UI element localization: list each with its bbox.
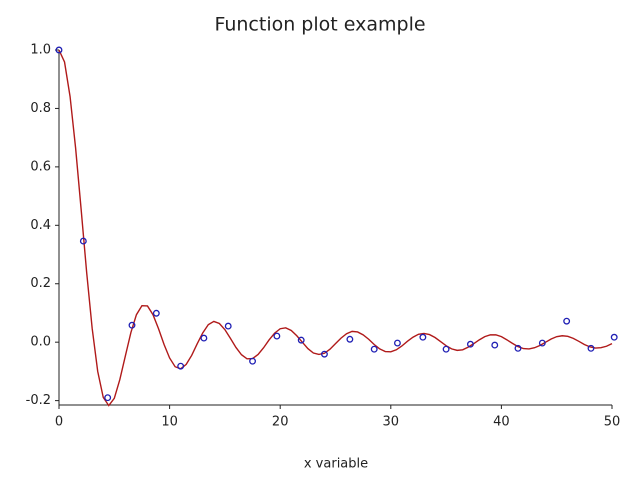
x-tick-label: 50 [604,415,621,430]
y-tick-label: 0.0 [30,335,51,350]
sample-point [563,317,571,325]
sample-point [610,333,618,341]
x-tick-label: 40 [493,415,510,430]
y-tick-label: 0.6 [30,159,51,174]
chart-title: Function plot example [214,14,425,36]
function-line [58,49,613,407]
sample-point [79,237,87,245]
sample-point [442,345,450,353]
sample-point [514,344,522,352]
x-tick-label: 10 [161,415,178,430]
x-tick-label: 0 [55,415,63,430]
sample-point [587,344,595,352]
sample-point [152,309,160,317]
sample-point [538,339,546,347]
sample-point [297,336,305,344]
sample-point [177,362,185,370]
x-tick-label: 20 [272,415,289,430]
y-tick-label: 0.8 [30,101,51,116]
y-tick-label: 1.0 [30,43,51,58]
sample-point [128,321,136,329]
x-axis-label: x variable [304,457,368,472]
sample-point [224,322,232,330]
y-tick-label: 0.4 [30,218,51,233]
sample-point [346,335,354,343]
sample-point [466,340,474,348]
sample-point [249,357,256,365]
sample-point [104,394,112,402]
sample-point [273,332,281,340]
sample-point [55,46,63,54]
sample-point [200,334,208,342]
sample-point [320,350,328,358]
sample-point [370,345,378,353]
sample-point [419,333,427,341]
y-tick-label: -0.2 [26,393,51,408]
y-tick-label: 0.2 [30,276,51,291]
x-tick-label: 30 [383,415,400,430]
sample-point [393,339,401,347]
sample-point [491,341,499,349]
